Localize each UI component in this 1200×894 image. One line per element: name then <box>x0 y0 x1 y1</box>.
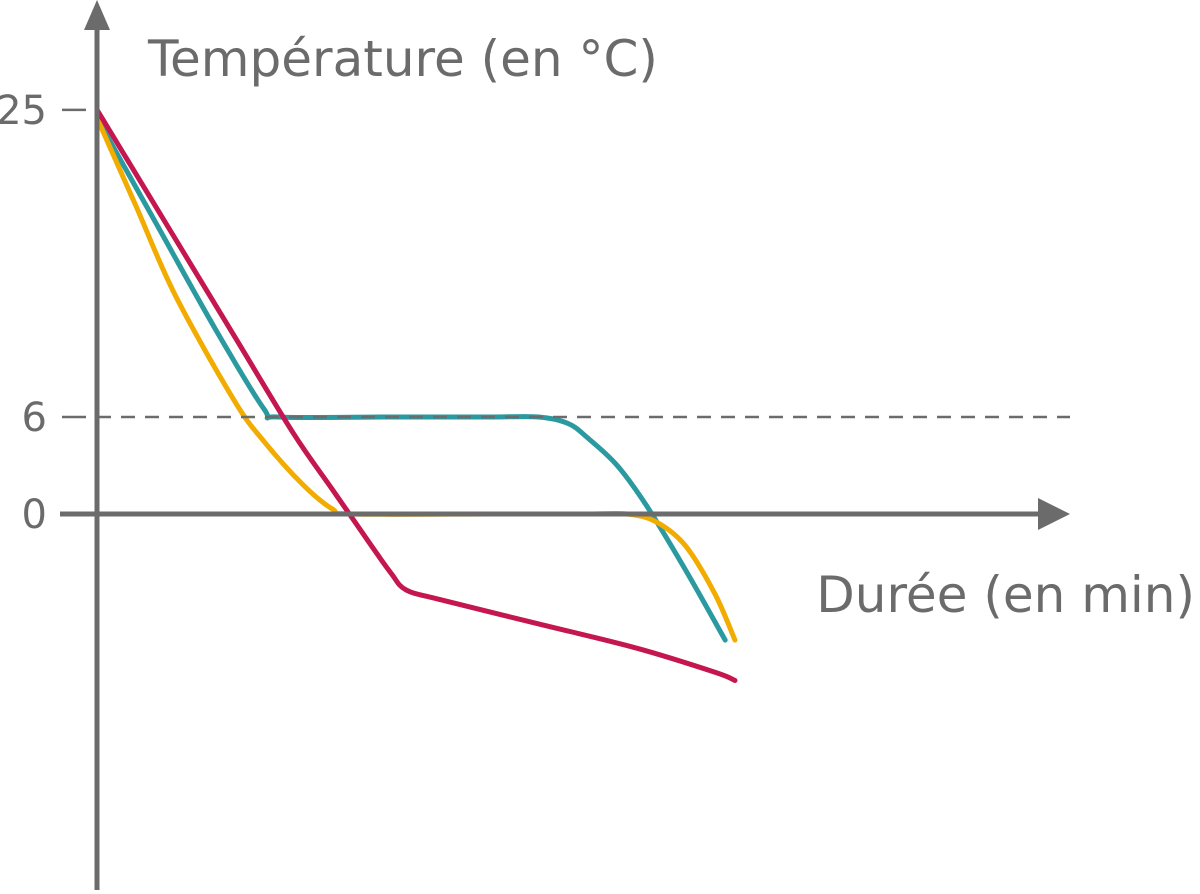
y-tick-label-0: 25 <box>0 88 47 134</box>
y-axis-title: Température (en °C) <box>147 30 658 88</box>
x-axis-title: Durée (en min) <box>816 566 1195 624</box>
y-tick-label-1: 6 <box>22 395 47 441</box>
y-tick-label-2: 0 <box>22 492 47 538</box>
series-line-2 <box>94 107 738 683</box>
series-line-0 <box>94 115 728 643</box>
x-axis-arrow <box>1038 498 1070 530</box>
series-layer <box>94 107 738 683</box>
axes-layer: 25 6 0 <box>0 0 1070 890</box>
series-line-1 <box>94 115 738 643</box>
y-axis-arrow <box>84 0 110 30</box>
